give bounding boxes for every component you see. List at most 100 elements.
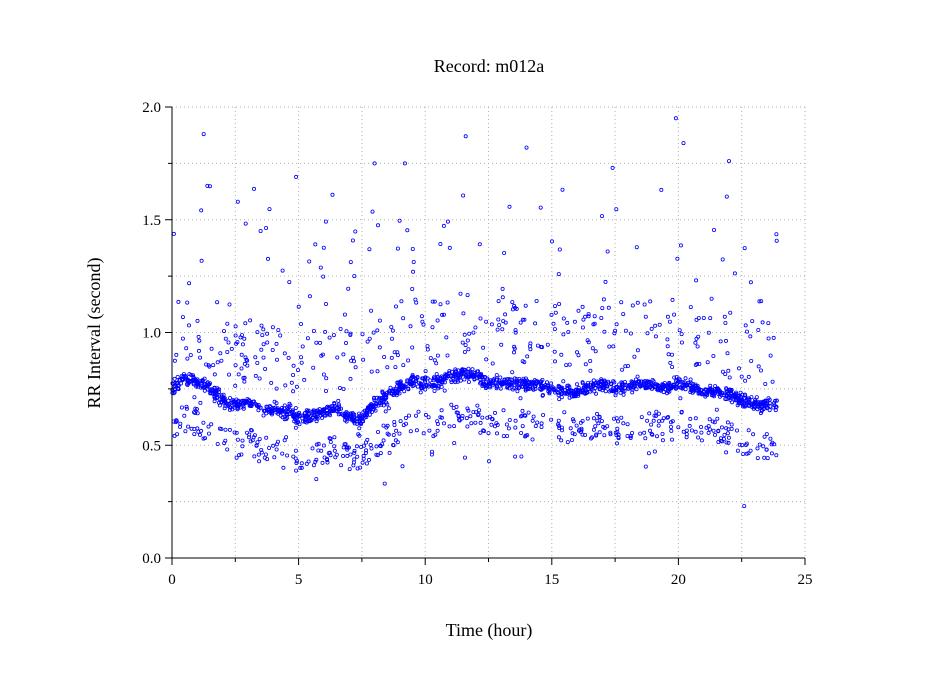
data-point [295, 420, 300, 425]
data-point [484, 357, 489, 362]
data-point [492, 410, 497, 415]
data-point [549, 312, 554, 317]
data-point [560, 391, 565, 396]
data-point [500, 286, 505, 291]
data-point [657, 384, 662, 389]
data-point [599, 377, 604, 382]
data-point [415, 384, 420, 389]
data-point [592, 389, 597, 394]
data-point [499, 342, 504, 347]
data-point [296, 412, 301, 417]
data-point [585, 416, 590, 421]
data-point [649, 326, 654, 331]
data-point [756, 327, 761, 332]
data-point [601, 297, 606, 302]
data-point [774, 404, 779, 409]
data-point [367, 336, 372, 341]
data-point [602, 380, 607, 385]
data-point [284, 412, 289, 417]
data-point [299, 461, 304, 466]
data-point [307, 294, 312, 299]
data-point [346, 286, 351, 291]
data-point [687, 423, 692, 428]
data-point [347, 467, 352, 472]
data-point [580, 418, 585, 423]
data-point [466, 366, 471, 371]
data-point [535, 420, 540, 425]
data-point [666, 414, 671, 419]
data-point [761, 406, 766, 411]
data-point [206, 387, 211, 392]
data-point [223, 438, 228, 443]
data-point [441, 421, 446, 426]
data-point [272, 455, 277, 460]
data-point [538, 205, 543, 210]
data-point [242, 379, 247, 384]
data-point [352, 450, 357, 455]
data-point [553, 304, 558, 309]
data-point [413, 413, 418, 418]
data-point [444, 335, 449, 340]
data-point [505, 385, 510, 390]
data-point [265, 256, 270, 261]
data-point [257, 459, 262, 464]
data-point [216, 400, 221, 405]
data-point [381, 392, 386, 397]
data-point [596, 384, 601, 389]
data-point [291, 363, 296, 368]
data-point [244, 399, 249, 404]
data-point [680, 384, 685, 389]
data-point [541, 392, 546, 397]
data-point [242, 361, 247, 366]
data-point [709, 296, 714, 301]
data-point [363, 450, 368, 455]
data-point [528, 386, 533, 391]
data-point [348, 452, 353, 457]
data-point [200, 377, 205, 382]
data-point [433, 432, 438, 437]
data-point [243, 221, 248, 226]
data-point [269, 409, 274, 414]
data-point [192, 432, 197, 437]
data-point [588, 368, 593, 373]
axes: 0 5 10 15 20 25 0.0 0.5 1.0 1.5 2.0 [142, 100, 812, 588]
x-tick-label: 0 [168, 572, 176, 588]
data-point [390, 328, 395, 333]
data-point [226, 372, 231, 377]
data-point [672, 375, 677, 380]
data-point [619, 388, 624, 393]
data-point [681, 141, 686, 146]
data-point [343, 414, 348, 419]
data-point [726, 440, 731, 445]
data-point [274, 386, 279, 391]
data-point [541, 412, 546, 417]
data-point [564, 363, 569, 368]
data-point [175, 386, 180, 391]
data-point [499, 380, 504, 385]
data-point [394, 428, 399, 433]
data-point [294, 468, 299, 473]
data-point [506, 426, 511, 431]
data-point [552, 386, 557, 391]
data-point [434, 361, 439, 366]
data-point [184, 404, 189, 409]
data-point [471, 330, 476, 335]
data-point [344, 329, 349, 334]
data-point [652, 449, 657, 454]
data-point [697, 361, 702, 366]
data-point [759, 368, 764, 373]
data-point [755, 456, 760, 461]
data-point [614, 416, 619, 421]
data-point [496, 299, 501, 304]
data-point [582, 385, 587, 390]
data-point [552, 327, 557, 332]
data-point [625, 422, 630, 427]
data-point [773, 398, 778, 403]
data-point [646, 451, 651, 456]
data-point [723, 396, 728, 401]
data-point [233, 324, 238, 329]
data-point [311, 408, 316, 413]
data-point [408, 429, 413, 434]
data-point [263, 366, 268, 371]
